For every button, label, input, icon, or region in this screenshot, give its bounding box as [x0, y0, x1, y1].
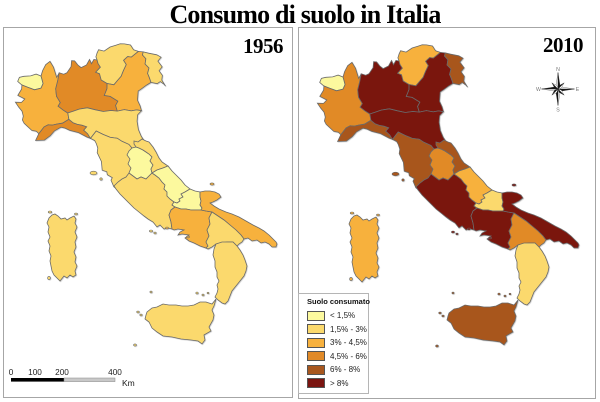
svg-text:Km: Km — [122, 378, 135, 388]
svg-text:200: 200 — [55, 368, 69, 377]
svg-text:100: 100 — [28, 368, 42, 377]
svg-text:400: 400 — [108, 368, 122, 377]
svg-text:S: S — [556, 108, 560, 114]
svg-text:W: W — [536, 87, 541, 93]
svg-text:E: E — [576, 87, 580, 93]
svg-text:N: N — [556, 67, 560, 73]
svg-text:0: 0 — [9, 368, 14, 377]
